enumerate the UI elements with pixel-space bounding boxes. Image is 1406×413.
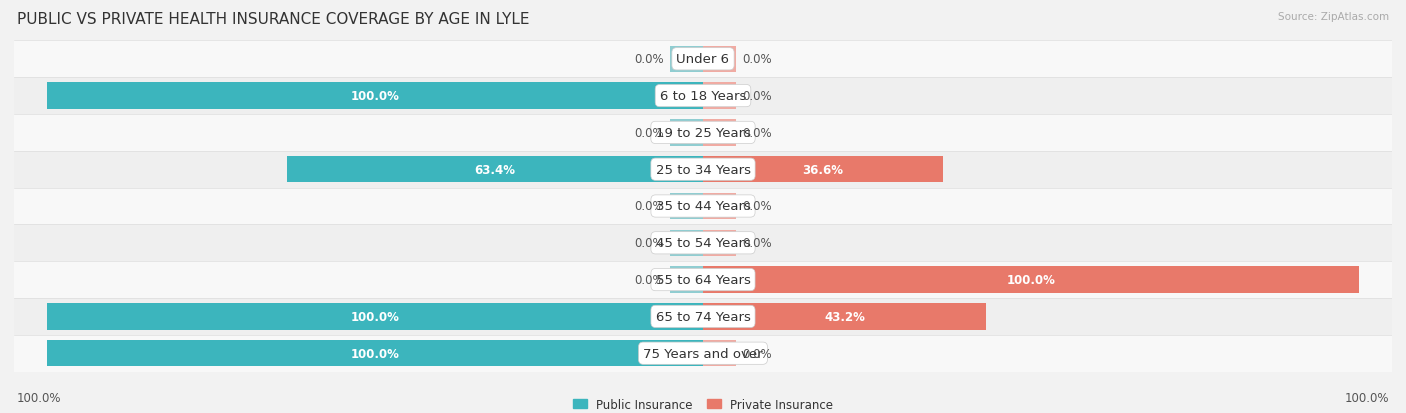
Text: 25 to 34 Years: 25 to 34 Years [655, 163, 751, 176]
Bar [14, 298, 1392, 335]
Text: 100.0%: 100.0% [350, 310, 399, 323]
Bar [671, 267, 703, 293]
Bar [671, 120, 703, 146]
Bar [703, 340, 735, 367]
Text: 0.0%: 0.0% [742, 200, 772, 213]
Bar [46, 340, 703, 367]
Text: 0.0%: 0.0% [742, 90, 772, 103]
Text: 100.0%: 100.0% [350, 347, 399, 360]
Bar [703, 83, 735, 109]
Bar [14, 261, 1392, 298]
Bar [46, 83, 703, 109]
Bar [671, 193, 703, 220]
Text: 0.0%: 0.0% [634, 200, 664, 213]
Text: 6 to 18 Years: 6 to 18 Years [659, 90, 747, 103]
Text: 100.0%: 100.0% [350, 90, 399, 103]
Text: 0.0%: 0.0% [742, 347, 772, 360]
Text: 43.2%: 43.2% [824, 310, 865, 323]
Bar [703, 193, 735, 220]
Bar [703, 267, 1360, 293]
Text: 0.0%: 0.0% [742, 127, 772, 140]
Legend: Public Insurance, Private Insurance: Public Insurance, Private Insurance [568, 393, 838, 413]
Bar [703, 157, 943, 183]
Bar [14, 225, 1392, 261]
Bar [671, 46, 703, 73]
Bar [14, 115, 1392, 152]
Text: 19 to 25 Years: 19 to 25 Years [655, 127, 751, 140]
Text: 63.4%: 63.4% [474, 163, 516, 176]
Text: PUBLIC VS PRIVATE HEALTH INSURANCE COVERAGE BY AGE IN LYLE: PUBLIC VS PRIVATE HEALTH INSURANCE COVER… [17, 12, 530, 27]
Bar [14, 152, 1392, 188]
Text: 45 to 54 Years: 45 to 54 Years [655, 237, 751, 250]
Text: 75 Years and over: 75 Years and over [643, 347, 763, 360]
Bar [287, 157, 703, 183]
Bar [703, 120, 735, 146]
Text: 0.0%: 0.0% [742, 237, 772, 250]
Text: Under 6: Under 6 [676, 53, 730, 66]
Text: Source: ZipAtlas.com: Source: ZipAtlas.com [1278, 12, 1389, 22]
Bar [703, 46, 735, 73]
Text: 55 to 64 Years: 55 to 64 Years [655, 273, 751, 286]
Text: 100.0%: 100.0% [17, 391, 62, 404]
Text: 0.0%: 0.0% [634, 273, 664, 286]
Text: 36.6%: 36.6% [803, 163, 844, 176]
Bar [14, 335, 1392, 372]
Text: 35 to 44 Years: 35 to 44 Years [655, 200, 751, 213]
Text: 100.0%: 100.0% [1344, 391, 1389, 404]
Bar [671, 230, 703, 256]
Bar [703, 304, 987, 330]
Bar [14, 78, 1392, 115]
Text: 0.0%: 0.0% [634, 127, 664, 140]
Text: 65 to 74 Years: 65 to 74 Years [655, 310, 751, 323]
Text: 0.0%: 0.0% [634, 237, 664, 250]
Bar [14, 188, 1392, 225]
Bar [46, 304, 703, 330]
Text: 0.0%: 0.0% [634, 53, 664, 66]
Bar [14, 41, 1392, 78]
Text: 100.0%: 100.0% [1007, 273, 1056, 286]
Bar [703, 230, 735, 256]
Text: 0.0%: 0.0% [742, 53, 772, 66]
